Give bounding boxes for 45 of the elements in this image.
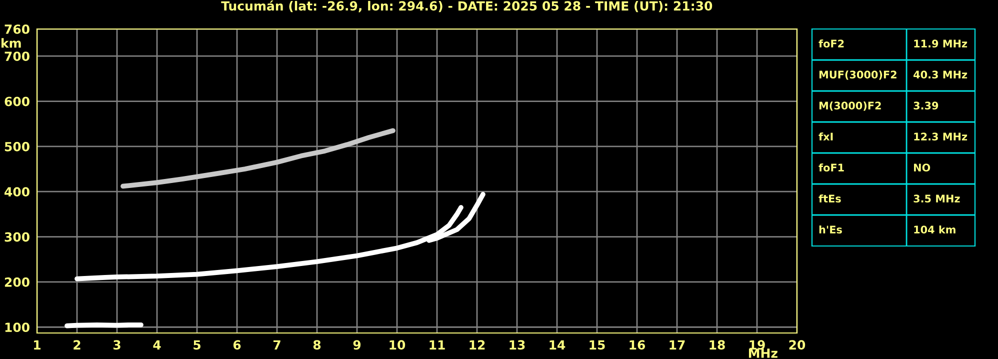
text: NO: [914, 164, 930, 172]
x-tick-label: 20: [789, 340, 806, 350]
x-tick-label: 13: [510, 340, 525, 350]
text: 104 km: [914, 225, 956, 234]
x-tick-label: 12: [470, 340, 485, 350]
text: 3.5 MHz: [914, 194, 960, 203]
x-tick-label: 11: [430, 340, 445, 350]
category-label: M(3000)F2: [819, 101, 881, 111]
x-axis-title: MHz: [748, 348, 778, 358]
y-tick-label: 400: [4, 187, 30, 197]
category-label: foF1: [818, 163, 844, 172]
x-tick-label: 9: [353, 340, 361, 350]
category-label: MUF(3000)F2: [819, 70, 896, 80]
text: 11.9 MHz: [914, 40, 968, 48]
category-label: h'Es: [819, 225, 842, 234]
y-tick-label: 700: [4, 52, 30, 62]
y-tick-label: 500: [4, 142, 30, 152]
text: 12.3 MHz: [914, 132, 968, 141]
chart-title: Tucumán (lat: -26.9, lon: 294.6) - DATE: 2025 05 28 - TIME (UT): 21:30: [221, 0, 712, 12]
category-label: fxI: [818, 132, 833, 140]
category-label: ftEs: [818, 194, 841, 203]
x-tick-label: 14: [550, 340, 566, 350]
x-tick-label: 3: [113, 340, 120, 350]
x-tick-label: 18: [710, 340, 725, 350]
category-label: foF2: [818, 39, 844, 48]
x-tick-label: 10: [390, 340, 406, 350]
y-tick-label: 100: [5, 322, 30, 332]
x-tick-label: 2: [74, 340, 80, 350]
x-tick-label: 8: [313, 340, 321, 350]
y-tick-label: 300: [4, 232, 30, 242]
y-axis-title: km: [2, 38, 21, 48]
x-tick-label: 7: [273, 340, 280, 350]
x-tick-label: 16: [630, 340, 646, 350]
x-tick-label: 6: [233, 340, 241, 350]
y-tick-label: 760: [4, 24, 30, 34]
x-tick-label: 15: [590, 340, 605, 350]
y-tick-label: 600: [4, 96, 30, 106]
x-tick-label: 17: [670, 340, 685, 350]
text: 40.3 MHz: [914, 70, 968, 79]
text: 3.39: [914, 102, 938, 110]
y-tick-label: 200: [4, 277, 30, 287]
x-tick-label: 5: [194, 340, 200, 350]
x-tick-label: 4: [153, 340, 161, 350]
x-tick-label: 1: [34, 340, 40, 350]
x-tick-label: 19: [750, 340, 765, 350]
